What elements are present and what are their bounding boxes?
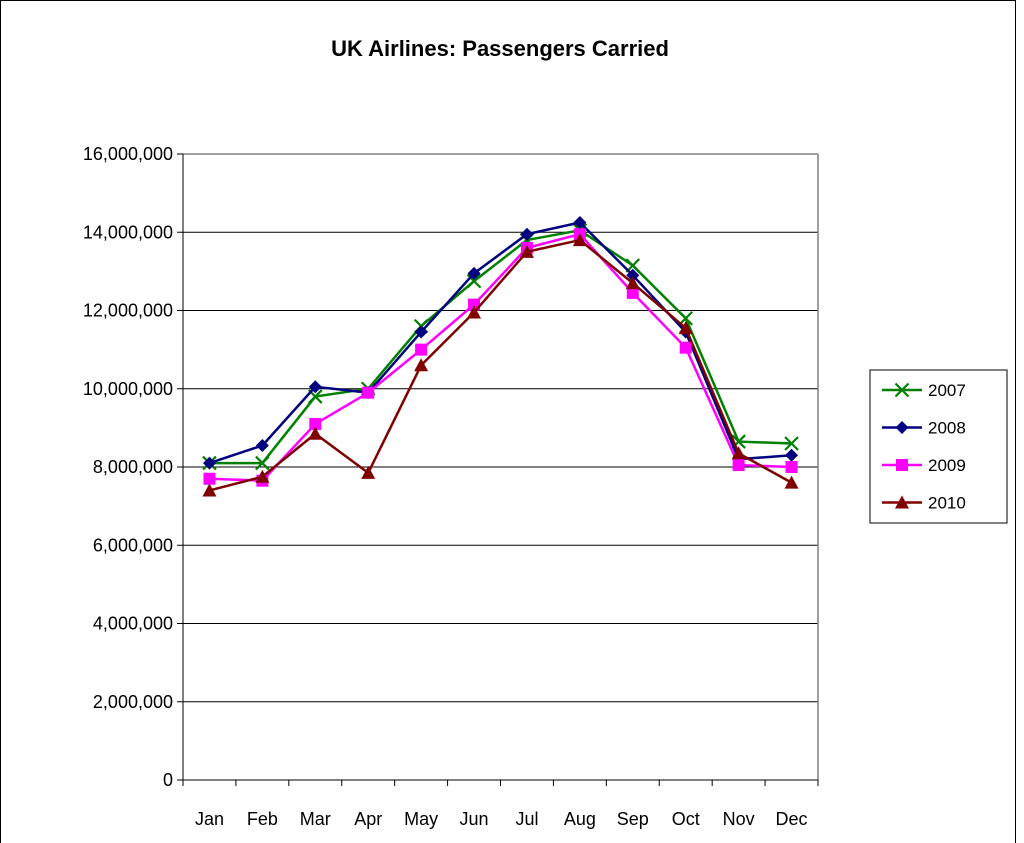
data-point-2007 bbox=[784, 436, 799, 451]
data-point-2009 bbox=[732, 459, 745, 472]
x-tick-label: Jun bbox=[460, 809, 489, 829]
legend-item-2007: 2007 bbox=[882, 381, 966, 400]
series-group bbox=[202, 215, 799, 497]
x-tick-label: Sep bbox=[617, 809, 649, 829]
data-point-2008 bbox=[785, 448, 799, 462]
data-point-2008 bbox=[467, 266, 481, 280]
x-tick-label: Aug bbox=[564, 809, 596, 829]
series-2009 bbox=[203, 228, 798, 487]
legend-label: 2008 bbox=[928, 419, 966, 438]
y-tick-label: 6,000,000 bbox=[93, 535, 173, 555]
series-2007 bbox=[202, 223, 799, 471]
chart-title: UK Airlines: Passengers Carried bbox=[331, 36, 669, 61]
data-point-2010 bbox=[202, 483, 217, 497]
x-tick-label: Apr bbox=[354, 809, 382, 829]
y-tick-label: 16,000,000 bbox=[83, 144, 173, 164]
data-point-2008 bbox=[414, 325, 428, 339]
series-2010 bbox=[202, 233, 799, 497]
series-line-2008 bbox=[209, 221, 792, 465]
data-point-2008 bbox=[255, 438, 269, 452]
legend: 2007 2008 2009 2010 bbox=[869, 369, 1008, 524]
x-tick-label: May bbox=[404, 809, 438, 829]
data-point-2009 bbox=[362, 386, 375, 399]
legend-item-2010: 2010 bbox=[882, 494, 966, 513]
data-point-2010 bbox=[467, 305, 482, 319]
x-tick-label: Jan bbox=[195, 809, 224, 829]
x-tick-labels: Jan Feb Mar Apr May Jun Jul Aug Sep Oct Nov Dec bbox=[195, 809, 808, 829]
legend-marker bbox=[894, 382, 910, 398]
data-point-2008 bbox=[202, 456, 216, 470]
y-tick-label: 8,000,000 bbox=[93, 457, 173, 477]
data-point-2010 bbox=[255, 469, 270, 483]
data-point-2008 bbox=[573, 215, 587, 229]
legend-box bbox=[869, 369, 1008, 524]
x-tick-label: Jul bbox=[515, 809, 538, 829]
y-tick-label: 12,000,000 bbox=[83, 301, 173, 321]
series-line-2009 bbox=[209, 232, 792, 482]
data-point-2010 bbox=[678, 321, 693, 335]
data-point-2010 bbox=[572, 233, 587, 247]
legend-marker bbox=[895, 421, 909, 434]
data-point-2010 bbox=[731, 446, 746, 460]
legend-item-2009: 2009 bbox=[882, 456, 966, 475]
legend-marker bbox=[896, 459, 908, 471]
y-tick-label: 4,000,000 bbox=[93, 614, 173, 634]
y-tick-labels: 0 2,000,000 4,000,000 6,000,000 8,000,000 10,… bbox=[83, 144, 173, 790]
data-point-2008 bbox=[520, 227, 534, 241]
y-tick-label: 2,000,000 bbox=[93, 692, 173, 712]
data-point-2008 bbox=[308, 380, 322, 394]
x-tick-label: Oct bbox=[672, 809, 700, 829]
x-tick-label: Dec bbox=[776, 809, 808, 829]
data-point-2009 bbox=[309, 417, 322, 430]
x-tick-label: Mar bbox=[300, 809, 331, 829]
data-point-2010 bbox=[308, 426, 323, 440]
y-tick-label: 10,000,000 bbox=[83, 379, 173, 399]
data-point-2007 bbox=[255, 455, 270, 471]
y-tick-label: 0 bbox=[163, 770, 173, 790]
data-point-2010 bbox=[625, 276, 640, 290]
data-point-2009 bbox=[679, 341, 692, 354]
series-2008 bbox=[202, 215, 799, 470]
legend-label: 2007 bbox=[928, 381, 966, 400]
series-line-2007 bbox=[209, 228, 792, 465]
data-point-2009 bbox=[626, 286, 639, 299]
y-tick-label: 14,000,000 bbox=[83, 222, 173, 242]
legend-label: 2010 bbox=[928, 494, 966, 513]
series-line-2010 bbox=[209, 238, 793, 492]
legend-item-2008: 2008 bbox=[882, 419, 966, 438]
data-point-2009 bbox=[203, 472, 216, 485]
data-point-2010 bbox=[414, 358, 429, 372]
data-point-2009 bbox=[785, 461, 798, 473]
data-point-2007 bbox=[678, 311, 693, 326]
data-point-2010 bbox=[784, 475, 799, 489]
legend-label: 2009 bbox=[928, 456, 966, 475]
legend-marker bbox=[895, 495, 909, 509]
x-tick-label: Nov bbox=[723, 809, 755, 829]
data-point-2010 bbox=[519, 244, 534, 258]
x-tick-label: Feb bbox=[247, 809, 278, 829]
axes bbox=[177, 153, 819, 786]
data-point-2008 bbox=[626, 268, 640, 282]
data-point-2010 bbox=[361, 465, 376, 479]
data-point-2009 bbox=[415, 343, 428, 356]
